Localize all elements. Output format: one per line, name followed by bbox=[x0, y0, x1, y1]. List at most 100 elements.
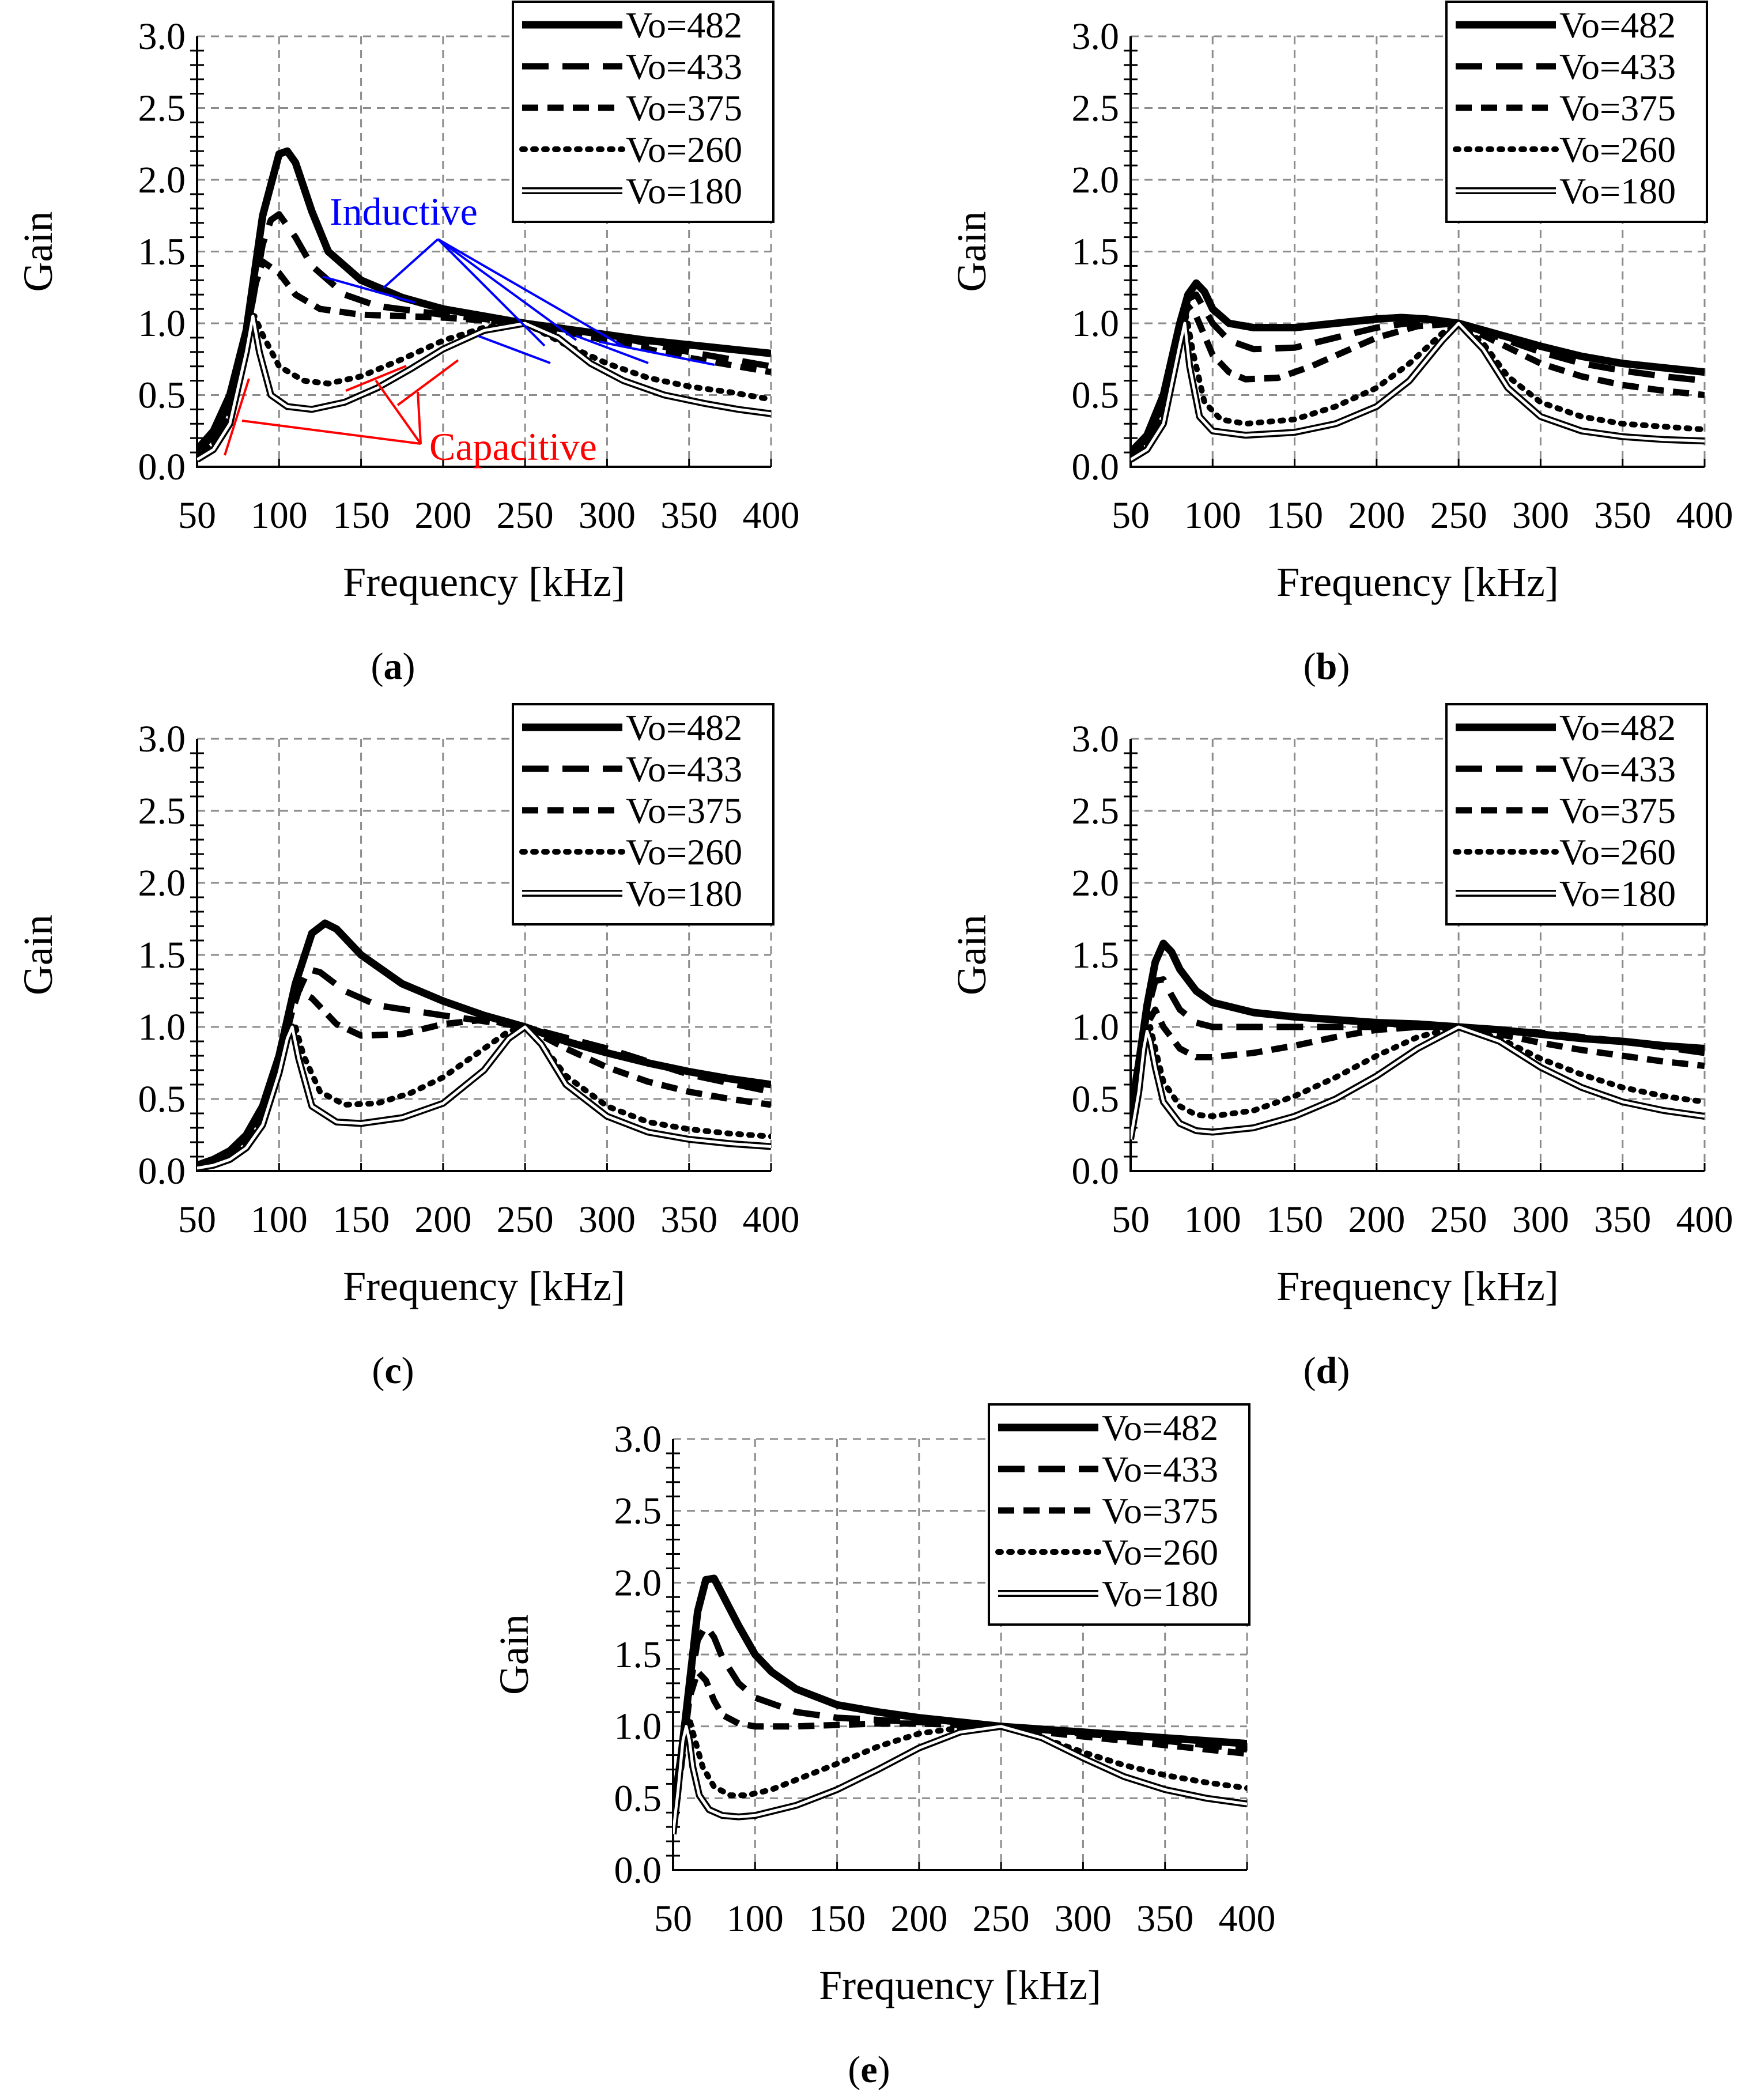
legend-label: Vo=482 bbox=[1559, 5, 1676, 46]
y-axis-label: Gain bbox=[15, 211, 61, 292]
x-tick-label: 50 bbox=[654, 1898, 692, 1940]
chart-panel-b: 50 100 150 200 250 300 350 400 0.0 0.5 1.0 1.5 2.0 2.… bbox=[949, 1, 1733, 688]
x-tick-label: 50 bbox=[1112, 1199, 1150, 1241]
series-line-vo-180 bbox=[1131, 320, 1705, 463]
series-line-vo-260 bbox=[1131, 1024, 1705, 1128]
annotation-inductive-tangent bbox=[322, 275, 415, 304]
annotation-group: Inductive Capacitive bbox=[224, 190, 715, 469]
x-tick-label: 300 bbox=[579, 1199, 636, 1241]
panel-tag: (e) bbox=[848, 2049, 890, 2091]
x-tick-label: 350 bbox=[660, 494, 717, 537]
panel-tag-close: ) bbox=[403, 645, 415, 688]
x-tick-label: 150 bbox=[333, 1199, 390, 1241]
y-tick-label: 2.5 bbox=[138, 790, 186, 832]
x-tick-label: 350 bbox=[1594, 494, 1651, 537]
series-line-vo-482 bbox=[673, 1574, 1247, 1814]
x-tick-label: 350 bbox=[1594, 1199, 1651, 1241]
y-tick-label: 2.0 bbox=[1072, 862, 1120, 904]
y-tick-label: 2.0 bbox=[1072, 159, 1120, 201]
panel-tag-close: ) bbox=[1337, 645, 1350, 688]
x-axis-label: Frequency [kHz] bbox=[343, 559, 625, 605]
y-tick-label: 1.0 bbox=[138, 1006, 186, 1048]
x-tick-label: 400 bbox=[743, 1199, 800, 1241]
y-tick-label: 3.0 bbox=[138, 16, 186, 58]
x-tick-label: 400 bbox=[1219, 1898, 1276, 1940]
y-tick-label: 0.5 bbox=[138, 375, 186, 417]
x-tick-label: 350 bbox=[1136, 1898, 1193, 1940]
series-line-inner bbox=[1131, 322, 1705, 461]
legend-label: Vo=433 bbox=[1102, 1449, 1218, 1490]
legend-label: Vo=433 bbox=[626, 46, 742, 87]
x-tick-label: 400 bbox=[1676, 1199, 1733, 1241]
y-tick-label: 2.5 bbox=[1072, 88, 1120, 130]
y-tick-label: 1.5 bbox=[1072, 231, 1120, 273]
x-tick-label: 100 bbox=[251, 494, 308, 537]
legend-label: Vo=482 bbox=[1559, 707, 1676, 748]
x-tick-label: 100 bbox=[1184, 494, 1241, 537]
legend-label: Vo=260 bbox=[1559, 129, 1676, 170]
series-line-vo-433 bbox=[197, 966, 771, 1169]
series-line-inner bbox=[673, 1725, 1247, 1834]
y-tick-label: 2.5 bbox=[614, 1490, 662, 1532]
x-tick-label: 200 bbox=[890, 1898, 947, 1940]
x-tick-label: 100 bbox=[251, 1199, 308, 1241]
annotation-inductive-arrow bbox=[437, 238, 624, 347]
x-axis-label: Frequency [kHz] bbox=[1276, 1263, 1559, 1309]
x-tick-label: 150 bbox=[809, 1898, 866, 1940]
legend-label: Vo=180 bbox=[1102, 1573, 1218, 1614]
chart-panel-d: 50 100 150 200 250 300 350 400 0.0 0.5 1.0 1.5 2.0 2.… bbox=[949, 703, 1733, 1392]
legend-label: Vo=180 bbox=[626, 873, 742, 914]
legend-label: Vo=433 bbox=[1559, 749, 1676, 790]
x-tick-label: 400 bbox=[743, 494, 800, 537]
x-axis-label: Frequency [kHz] bbox=[1276, 559, 1559, 605]
x-tick-label: 300 bbox=[579, 494, 636, 537]
y-tick-label: 0.5 bbox=[1072, 1078, 1120, 1120]
legend-box bbox=[512, 703, 775, 926]
y-tick-label: 3.0 bbox=[614, 1418, 662, 1460]
annotation-inductive-arrow bbox=[382, 238, 439, 289]
annotation-capacitive-tangent bbox=[396, 359, 459, 406]
x-tick-label: 250 bbox=[497, 1199, 554, 1241]
x-tick-label: 200 bbox=[1348, 1199, 1405, 1241]
legend-box bbox=[512, 1, 775, 223]
legend-box bbox=[1445, 703, 1708, 926]
panel-tag-open: ( bbox=[1304, 645, 1316, 688]
x-tick-label: 250 bbox=[1430, 494, 1487, 537]
panel-tag-letter: b bbox=[1316, 645, 1338, 688]
y-tick-label: 0.5 bbox=[138, 1078, 186, 1120]
y-tick-label: 1.0 bbox=[614, 1706, 662, 1748]
legend-label: Vo=375 bbox=[1559, 88, 1676, 129]
x-tick-label: 150 bbox=[1266, 494, 1323, 537]
series-group bbox=[673, 1574, 1247, 1835]
series-group bbox=[1131, 939, 1705, 1140]
y-tick-label: 2.5 bbox=[138, 88, 186, 130]
x-tick-label: 50 bbox=[1112, 494, 1150, 537]
panel-tag-close: ) bbox=[1337, 1350, 1350, 1392]
annotation-capacitive-arrow bbox=[375, 379, 422, 445]
y-tick-label: 1.5 bbox=[1072, 934, 1120, 976]
annotation-inductive-tangent bbox=[478, 335, 551, 364]
x-tick-label: 250 bbox=[973, 1898, 1030, 1940]
legend-label: Vo=482 bbox=[626, 5, 742, 46]
legend-label: Vo=375 bbox=[1102, 1490, 1218, 1531]
x-tick-label: 200 bbox=[414, 494, 471, 537]
panel-tag-letter: a bbox=[384, 645, 403, 688]
series-line-vo-375 bbox=[197, 988, 771, 1170]
legend-label: Vo=180 bbox=[1559, 171, 1676, 211]
x-tick-label: 300 bbox=[1512, 1199, 1569, 1241]
x-tick-label: 150 bbox=[333, 494, 390, 537]
annotation-inductive-label: Inductive bbox=[330, 190, 478, 233]
x-tick-label: 200 bbox=[1348, 494, 1405, 537]
series-group bbox=[197, 147, 771, 463]
series-line-vo-260 bbox=[197, 1024, 771, 1170]
panel-tag-open: ( bbox=[371, 645, 384, 688]
annotation-capacitive-arrow bbox=[241, 420, 421, 445]
legend-label: Vo=260 bbox=[1102, 1532, 1218, 1573]
panel-tag-close: ) bbox=[402, 1350, 414, 1392]
x-tick-label: 100 bbox=[727, 1898, 784, 1940]
series-line-vo-433 bbox=[1131, 976, 1705, 1117]
